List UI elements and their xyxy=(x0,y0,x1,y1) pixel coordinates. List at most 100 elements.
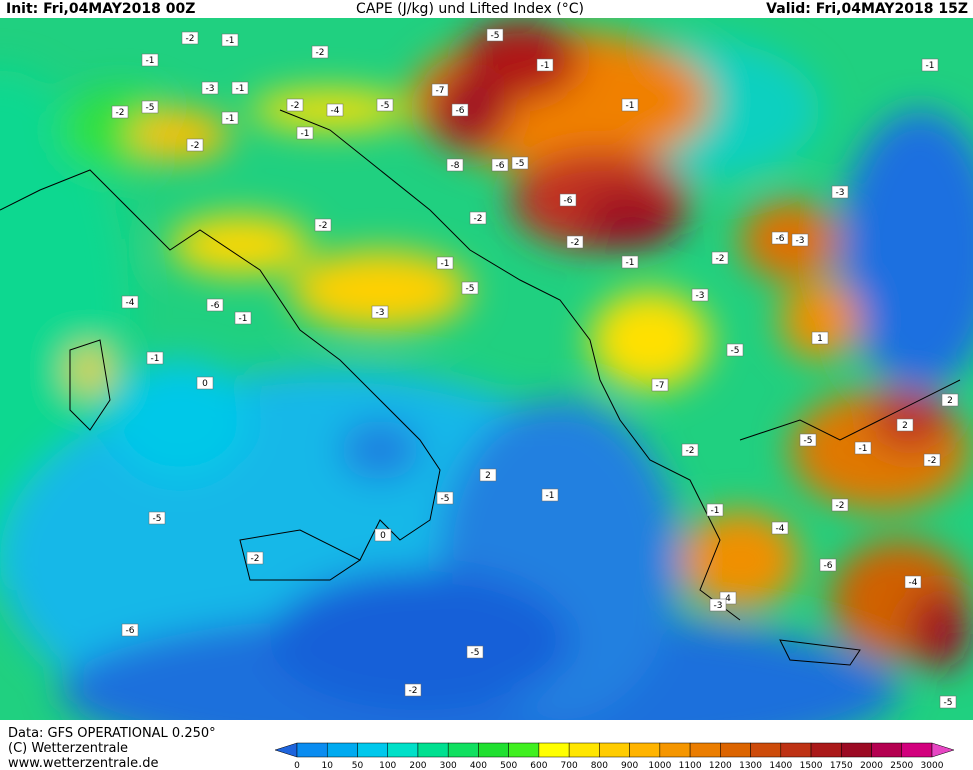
lifted-index-label: -4 xyxy=(126,298,135,308)
colorbar-tick-label: 700 xyxy=(561,761,578,770)
colorbar-bin xyxy=(417,742,449,758)
label-box xyxy=(314,218,332,232)
lifted-index-label: -1 xyxy=(236,84,245,94)
label-box xyxy=(148,511,166,525)
lifted-index-label: -2 xyxy=(191,141,200,151)
label-box xyxy=(221,111,239,125)
lifted-index-label: 4 xyxy=(725,594,731,604)
lifted-index-label: -4 xyxy=(331,106,340,116)
colorbar-bin xyxy=(387,742,419,758)
lifted-index-label: -5 xyxy=(731,346,740,356)
label-box xyxy=(541,488,559,502)
lifted-index-label: 2 xyxy=(485,471,491,481)
lifted-index-label: -2 xyxy=(291,101,300,111)
lifted-index-label: -6 xyxy=(564,196,573,206)
lifted-index-label: 0 xyxy=(380,531,386,541)
lifted-index-label: -3 xyxy=(836,188,845,198)
data-source: Data: GFS OPERATIONAL 0.250° xyxy=(8,726,216,741)
colorbar-bin xyxy=(720,742,751,758)
lifted-index-label: -1 xyxy=(301,129,310,139)
colorbar-bin xyxy=(508,742,540,758)
lifted-index-label: -1 xyxy=(626,101,635,111)
lifted-index-label: -4 xyxy=(776,524,785,534)
colorbar-tick-label: 1500 xyxy=(800,761,823,770)
label-box xyxy=(726,343,744,357)
label-box xyxy=(691,288,709,302)
lifted-index-label: -1 xyxy=(226,114,235,124)
label-box xyxy=(374,528,392,542)
colorbar-tick-label: 2000 xyxy=(860,761,883,770)
colorbar-tick-label: 400 xyxy=(470,761,487,770)
website: www.wetterzentrale.de xyxy=(8,756,158,770)
label-box xyxy=(706,503,724,517)
label-box xyxy=(326,103,344,117)
colorbar-tick-label: 1750 xyxy=(830,761,853,770)
lifted-index-label: -5 xyxy=(381,101,390,111)
map-title: CAPE (J/kg) und Lifted Index (°C) xyxy=(356,1,584,17)
label-box xyxy=(371,305,389,319)
colorbar-bin xyxy=(447,742,479,758)
lifted-index-label: -8 xyxy=(451,161,460,171)
lifted-index-label: -2 xyxy=(316,48,325,58)
lifted-index-label: -6 xyxy=(496,161,505,171)
colorbar-tick-label: 10 xyxy=(322,761,334,770)
lifted-index-label: -2 xyxy=(474,214,483,224)
label-box xyxy=(234,311,252,325)
colorbar-tick-label: 3000 xyxy=(921,761,944,770)
label-box xyxy=(566,235,584,249)
label-box xyxy=(311,45,329,59)
colorbar-bin xyxy=(478,742,509,758)
label-box xyxy=(811,331,829,345)
label-box xyxy=(436,256,454,270)
lifted-index-label: -5 xyxy=(516,159,525,169)
lifted-index-label: -6 xyxy=(824,561,833,571)
lifted-index-label: -1 xyxy=(711,506,720,516)
lifted-index-label: -1 xyxy=(239,314,248,324)
lifted-index-label: -7 xyxy=(436,86,445,96)
label-box xyxy=(651,378,669,392)
lifted-index-label: -4 xyxy=(909,578,918,588)
lifted-index-label: -2 xyxy=(409,686,418,696)
label-box xyxy=(141,100,159,114)
label-box xyxy=(221,33,239,47)
label-box xyxy=(141,53,159,67)
label-box xyxy=(431,83,449,97)
label-box xyxy=(939,695,957,709)
label-box xyxy=(709,598,727,612)
lifted-index-label: -2 xyxy=(686,446,695,456)
colorbar-tick-label: 1200 xyxy=(709,761,732,770)
lifted-index-label: -2 xyxy=(836,501,845,511)
colorbar-tick-label: 300 xyxy=(440,761,457,770)
colorbar-tick-label: 1300 xyxy=(739,761,762,770)
label-box xyxy=(771,521,789,535)
label-box xyxy=(904,575,922,589)
colorbar-tick-label: 800 xyxy=(591,761,608,770)
lifted-index-label: -5 xyxy=(944,698,953,708)
label-box xyxy=(231,81,249,95)
lifted-index-label: -1 xyxy=(441,259,450,269)
lifted-index-label: -1 xyxy=(546,491,555,501)
lifted-index-label: -1 xyxy=(226,36,235,46)
colorbar-bin xyxy=(538,742,570,758)
label-box xyxy=(181,31,199,45)
lifted-index-label: -2 xyxy=(186,34,195,44)
init-time: Init: Fri,04MAY2018 00Z xyxy=(6,1,195,17)
lifted-index-label: 2 xyxy=(947,396,953,406)
label-box xyxy=(121,295,139,309)
label-box xyxy=(791,233,809,247)
label-box xyxy=(711,251,729,265)
colorbar-bin xyxy=(689,742,721,758)
label-box xyxy=(206,298,224,312)
label-box xyxy=(186,138,204,152)
label-box xyxy=(436,491,454,505)
label-box xyxy=(799,433,817,447)
label-box xyxy=(446,158,464,172)
lifted-index-label: -5 xyxy=(471,648,480,658)
lifted-index-label: -2 xyxy=(716,254,725,264)
label-box xyxy=(511,156,529,170)
colorbar-tick-label: 2500 xyxy=(890,761,913,770)
valid-time: Valid: Fri,04MAY2018 15Z xyxy=(766,1,968,17)
lifted-index-label: -6 xyxy=(776,234,785,244)
label-box xyxy=(559,193,577,207)
colorbar-bin xyxy=(841,742,872,758)
